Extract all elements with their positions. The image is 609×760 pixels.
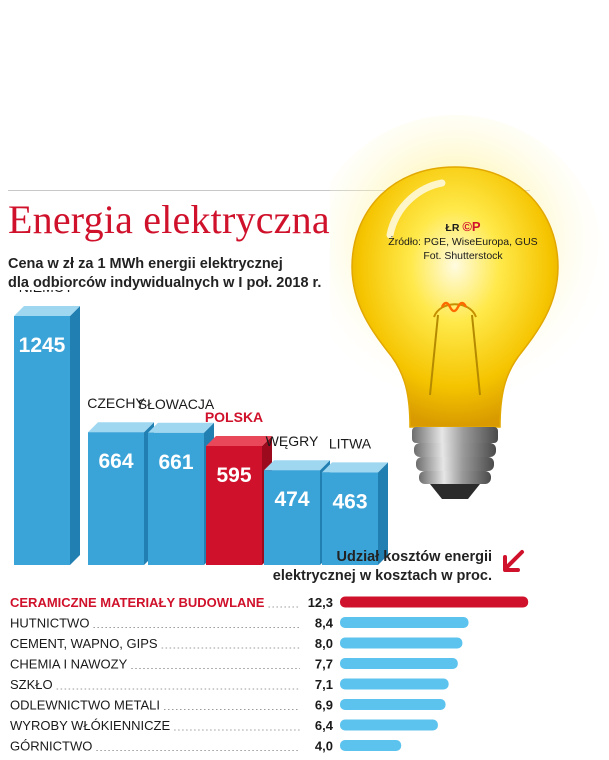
share-title-line-1: Udział kosztów energii xyxy=(336,549,493,565)
bar-label-polska: POLSKA xyxy=(205,409,263,425)
share-chart-title: Udział kosztów energii elektrycznej w ko… xyxy=(270,548,492,586)
bar-face-wegry xyxy=(264,470,320,565)
row-value-chemia-i-nawozy: 7,7 xyxy=(315,657,333,672)
bar-label-litwa: LITWA xyxy=(329,435,372,451)
bar-label-slowacja: SŁOWACJA xyxy=(138,396,215,412)
bar-top-litwa xyxy=(322,462,388,473)
bar-face-czechy xyxy=(88,432,144,565)
price-bar-chart: 1245 NIEMCY 664 CZECHY 661 SŁOWACJA 595 POLSKA 4… xyxy=(14,290,388,565)
row-bar-szklo xyxy=(340,678,449,690)
photo-credit: Fot. Shutterstock xyxy=(423,250,503,262)
credits-block: ŁR ©P Źródło: PGE, WiseEuropa, GUS Fot. … xyxy=(388,220,538,263)
row-cement-wapno-gips: CEMENT, WAPNO, GIPS 8,0 xyxy=(10,636,463,651)
bar-label-czechy: CZECHY xyxy=(87,395,145,411)
source-text: Źródło: PGE, WiseEuropa, GUS xyxy=(388,236,538,248)
bar-label-niemcy: NIEMCY xyxy=(19,290,74,295)
bar-face-polska xyxy=(206,446,262,565)
row-value-wyroby-wlokiennicze: 6,4 xyxy=(315,718,334,733)
row-value-cement-wapno-gips: 8,0 xyxy=(315,636,333,651)
bar-value-slowacja: 661 xyxy=(158,451,193,474)
row-label-hutnictwo: HUTNICTWO xyxy=(10,616,89,631)
bar-wegry xyxy=(264,460,330,565)
bar-side-litwa xyxy=(378,462,388,565)
row-value-gornictwo: 4,0 xyxy=(315,739,333,754)
bar-face-niemcy xyxy=(14,316,70,565)
bar-top-polska xyxy=(206,436,272,446)
chart-subtitle: Cena w zł za 1 MWh energii elektrycznej … xyxy=(8,255,321,293)
share-title-line-2: elektrycznej w kosztach w proc. xyxy=(272,568,492,584)
row-label-ceramiczne-materialy-budowlane: CERAMICZNE MATERIAŁY BUDOWLANE xyxy=(10,595,265,610)
row-bar-gornictwo xyxy=(340,740,402,751)
bar-top-wegry xyxy=(264,460,330,471)
row-ceramiczne-materialy-budowlane: CERAMICZNE MATERIAŁY BUDOWLANE 12,3 xyxy=(10,595,529,610)
subtitle-line-1: Cena w zł za 1 MWh energii elektrycznej xyxy=(8,256,283,272)
top-rule xyxy=(8,190,530,191)
row-odlewnictwo-metali: ODLEWNICTWO METALI 6,9 xyxy=(10,698,446,713)
row-bar-wyroby-wlokiennicze xyxy=(340,719,438,731)
row-bar-ceramiczne-materialy-budowlane xyxy=(340,596,529,608)
bar-litwa xyxy=(322,462,388,565)
row-value-hutnictwo: 8,4 xyxy=(315,616,334,631)
row-hutnictwo: HUTNICTWO 8,4 xyxy=(10,616,469,631)
page-title: Energia elektryczna xyxy=(8,197,330,242)
row-bar-cement-wapno-gips xyxy=(340,637,463,649)
bar-label-wegry: WĘGRY xyxy=(266,433,319,449)
row-label-wyroby-wlokiennicze: WYROBY WŁÓKIENNICZE xyxy=(10,718,170,733)
row-bar-chemia-i-nawozy xyxy=(340,658,458,669)
row-label-gornictwo: GÓRNICTWO xyxy=(10,739,92,754)
row-label-odlewnictwo-metali: ODLEWNICTWO METALI xyxy=(10,698,160,713)
bar-slowacja xyxy=(148,422,214,565)
row-value-odlewnictwo-metali: 6,9 xyxy=(315,698,333,713)
row-label-cement-wapno-gips: CEMENT, WAPNO, GIPS xyxy=(10,636,158,651)
row-label-szklo: SZKŁO xyxy=(10,677,53,692)
row-value-szklo: 7,1 xyxy=(315,677,333,692)
bar-polska xyxy=(206,436,272,565)
bar-value-czechy: 664 xyxy=(98,450,133,473)
row-chemia-i-nawozy: CHEMIA I NAWOZY 7,7 xyxy=(10,657,458,672)
arrow-down-left-icon xyxy=(503,550,524,572)
bar-side-niemcy xyxy=(70,306,80,565)
bar-top-czechy xyxy=(88,422,154,433)
row-value-ceramiczne-materialy-budowlane: 12,3 xyxy=(308,595,333,610)
bar-value-litwa: 463 xyxy=(332,490,367,513)
bar-value-polska: 595 xyxy=(216,464,251,487)
bar-face-litwa xyxy=(322,472,378,565)
bar-face-slowacja xyxy=(148,432,204,565)
logo-text: ŁR xyxy=(445,222,460,234)
bar-value-wegry: 474 xyxy=(274,488,309,511)
row-bar-odlewnictwo-metali xyxy=(340,699,446,710)
row-gornictwo: GÓRNICTWO 4,0 xyxy=(10,739,402,754)
row-szklo: SZKŁO 7,1 xyxy=(10,677,449,692)
logo-mark: ©P xyxy=(462,219,481,234)
row-bar-hutnictwo xyxy=(340,617,469,628)
bar-top-slowacja xyxy=(148,422,214,433)
row-wyroby-wlokiennicze: WYROBY WŁÓKIENNICZE 6,4 xyxy=(10,718,438,733)
publisher-logo: ŁR ©P xyxy=(388,220,538,235)
bar-value-niemcy: 1245 xyxy=(19,334,66,357)
subtitle-line-2: dla odbiorców indywidualnych w I poł. 20… xyxy=(8,275,322,291)
bar-niemcy xyxy=(14,306,80,565)
row-label-chemia-i-nawozy: CHEMIA I NAWOZY xyxy=(10,657,128,672)
light-bulb-icon xyxy=(330,115,605,499)
bar-czechy xyxy=(88,422,154,565)
share-bar-chart: CERAMICZNE MATERIAŁY BUDOWLANE 12,3 HUTNIC… xyxy=(10,595,529,754)
bar-top-niemcy xyxy=(14,306,80,316)
